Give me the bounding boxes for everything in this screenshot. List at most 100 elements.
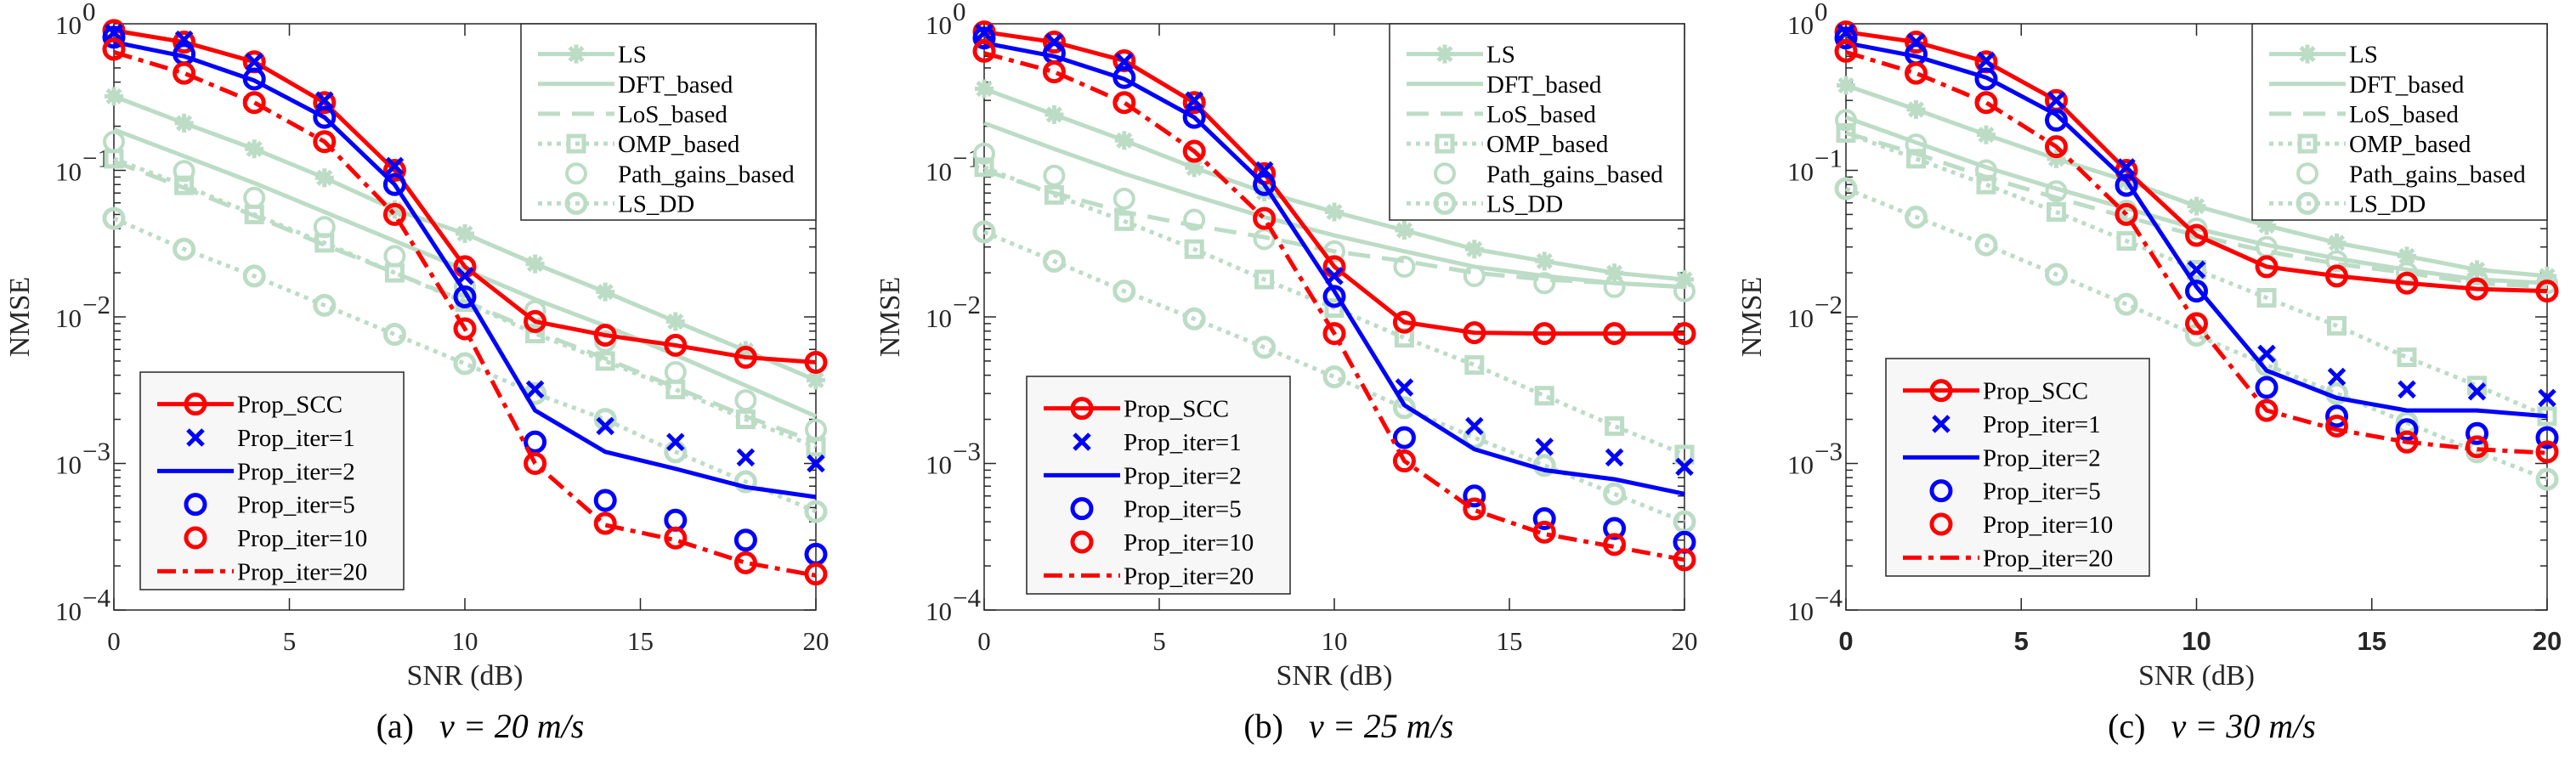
series-line (983, 168, 1685, 290)
data-point (1976, 174, 1996, 195)
series-prop-iter-5 (972, 26, 1696, 554)
legend-marker (566, 133, 586, 154)
series-group (972, 20, 1696, 572)
data-point (1253, 172, 1277, 196)
legend-item: LS_DD (538, 190, 694, 217)
data-point (2185, 223, 2208, 247)
legend-marker (184, 493, 207, 517)
data-point (974, 157, 994, 178)
legend-marker (2296, 162, 2318, 185)
data-point (453, 285, 477, 308)
data-point (1393, 255, 1416, 278)
data-point (173, 160, 195, 183)
data-point (1465, 416, 1484, 436)
data-point (1605, 263, 1624, 283)
data-point (596, 282, 615, 302)
data-point (805, 418, 827, 441)
data-point (2535, 426, 2559, 449)
data-point (525, 324, 546, 344)
legend-label: Prop_iter=2 (237, 458, 355, 485)
data-point (1322, 322, 1346, 346)
data-point (2185, 280, 2208, 303)
legend-proposed: Prop_SCC Prop_iter=1 Prop_iter=2 Prop_iter=… (1026, 376, 1291, 595)
data-point (1533, 272, 1556, 295)
series-line (983, 121, 1685, 290)
data-point (456, 223, 474, 243)
data-point (174, 175, 195, 195)
legend-item: Path_gains_based (1434, 161, 1663, 188)
y-tick-exponent: −3 (1815, 437, 1843, 466)
y-tick-label: 10 (1787, 596, 1814, 626)
data-point (2115, 202, 2138, 226)
legend-item: Prop_iter=20 (1044, 562, 1254, 590)
data-point (2045, 135, 2068, 159)
legend-label: Prop_iter=5 (1124, 496, 1242, 523)
legend-item: DFT_based (1407, 71, 1602, 99)
data-point (2255, 376, 2279, 399)
legend-box (1026, 376, 1291, 595)
x-axis-label: SNR (dB) (2138, 660, 2255, 692)
legend-item: Prop_iter=5 (1070, 496, 1242, 523)
data-point (1977, 125, 1996, 144)
series-line (113, 159, 817, 444)
data-point (1975, 159, 1997, 182)
legend-item: LS_DD (1407, 190, 1563, 217)
legend-proposed: Prop_SCC Prop_iter=1 Prop_iter=2 Prop_iter=… (1885, 358, 2150, 577)
y-tick-exponent: −1 (1815, 144, 1843, 173)
data-point (1185, 91, 1203, 110)
data-point (665, 312, 685, 331)
data-point (2395, 271, 2419, 295)
y-tick-label: 10 (55, 10, 82, 40)
data-point (734, 389, 757, 412)
y-axis-label: NMSE (1736, 277, 1768, 357)
y-tick-label: 10 (55, 157, 82, 187)
legend-label: Prop_iter=20 (1983, 545, 2113, 572)
data-point (2047, 91, 2066, 110)
data-point (972, 39, 996, 63)
data-point (524, 309, 547, 333)
data-point (1974, 91, 1998, 115)
data-point (1834, 26, 1858, 50)
legend-marker (567, 44, 586, 64)
y-tick-label: 10 (926, 450, 952, 480)
data-point (1324, 298, 1345, 319)
legend-marker (1433, 191, 1457, 215)
data-point (453, 317, 477, 341)
data-point (2256, 288, 2277, 308)
x-tick-label: 10 (2182, 626, 2211, 656)
y-tick-label: 10 (926, 10, 952, 40)
data-point (2045, 180, 2068, 203)
legend-item: Prop_iter=1 (1073, 429, 1242, 456)
y-tick-exponent: −2 (953, 290, 981, 319)
legend-item: Prop_iter=2 (1044, 462, 1242, 489)
data-point (733, 528, 757, 552)
data-point (2045, 263, 2068, 286)
data-point (1535, 438, 1554, 456)
legend-marker (2297, 133, 2318, 154)
data-point (1675, 269, 1694, 289)
data-point (385, 200, 405, 219)
legend-label: Prop_iter=10 (237, 525, 367, 552)
data-point (973, 142, 995, 165)
legend-marker (1434, 162, 1456, 185)
data-point (596, 416, 614, 436)
data-point (2466, 421, 2488, 445)
legend-item: Prop_iter=10 (184, 525, 367, 552)
series-line (983, 165, 1685, 457)
data-point (1463, 264, 1486, 287)
x-tick-label: 5 (2014, 626, 2029, 656)
data-point (242, 264, 266, 288)
y-tick-label: 10 (55, 596, 82, 626)
x-tick-label: 15 (1497, 626, 1523, 656)
series-prop-iter-1 (105, 23, 825, 473)
data-point (593, 324, 617, 347)
legend-marker (184, 526, 207, 550)
data-point (1603, 275, 1626, 298)
data-point (525, 380, 545, 399)
data-point (2255, 255, 2279, 279)
data-point (1837, 76, 1855, 95)
y-tick-exponent: 0 (1815, 0, 1828, 26)
legend-label: Prop_iter=1 (1124, 429, 1242, 456)
data-point (173, 61, 196, 85)
series-line (1845, 131, 2548, 290)
